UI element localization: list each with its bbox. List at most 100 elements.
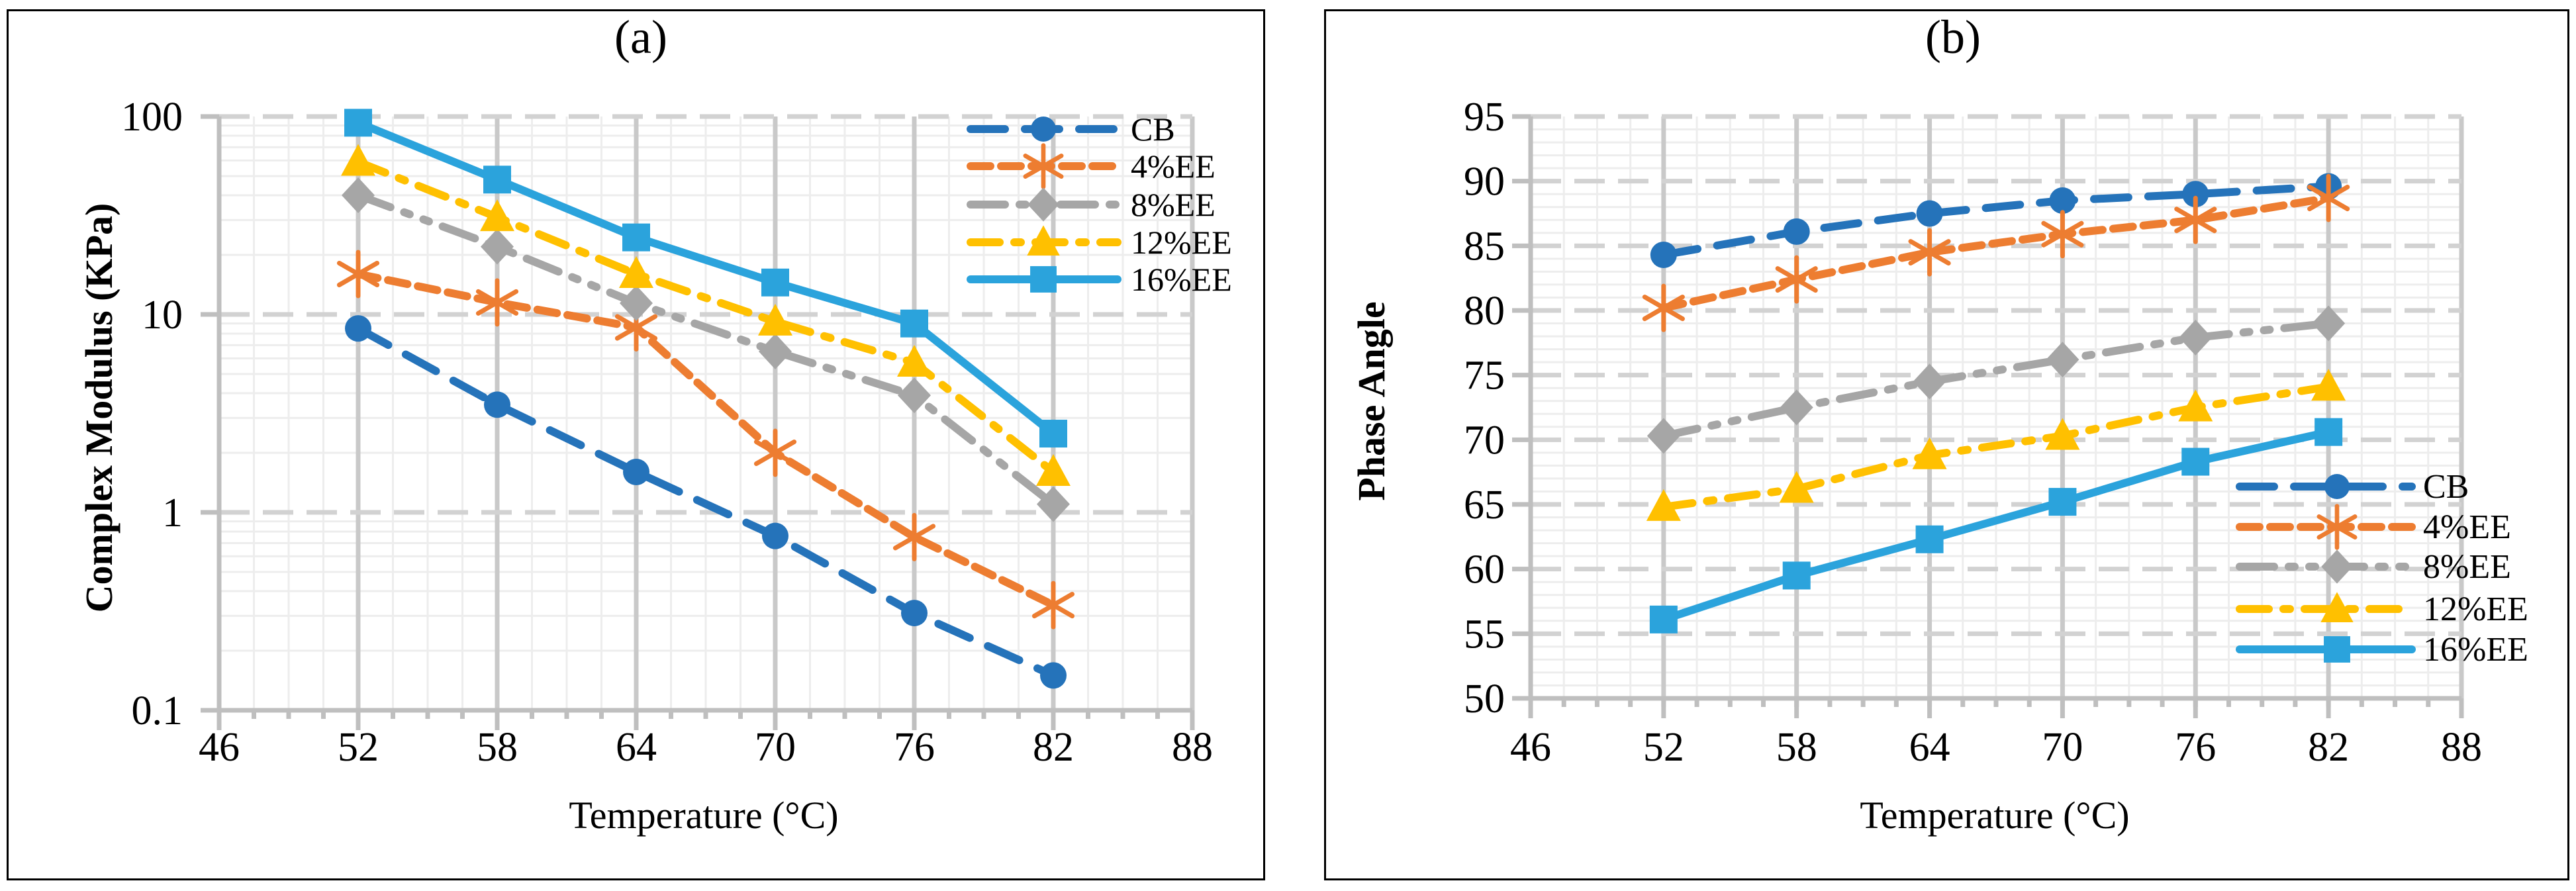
x-tick-labels: 46 52 58 64 70 76 82 88	[199, 725, 1213, 770]
circle-marker	[762, 522, 788, 549]
square-marker	[1039, 420, 1067, 448]
x-tick-label: 70	[755, 725, 796, 770]
x-tick-label: 52	[1643, 725, 1684, 770]
asterisk-marker	[2174, 195, 2217, 244]
diamond-marker	[2179, 320, 2213, 356]
square-marker	[2314, 418, 2343, 446]
series-8%EE	[342, 177, 1070, 522]
circle-marker	[2182, 181, 2209, 208]
series-16%EE	[1649, 418, 2343, 633]
series-4%EE	[336, 250, 1075, 630]
diamond-marker	[2046, 342, 2079, 378]
y-tick-label: 55	[1464, 612, 1505, 657]
legend-label: 8%EE	[1131, 186, 1216, 223]
y-tick-label: 75	[1464, 353, 1505, 399]
diamond-marker	[1027, 187, 1059, 222]
diamond-marker	[1913, 363, 1946, 400]
chart-a-title: (a)	[614, 11, 667, 64]
circle-marker	[345, 315, 371, 342]
x-tick-label: 82	[2308, 725, 2349, 770]
x-tick-label: 46	[199, 725, 240, 770]
y-tick-label: 90	[1464, 160, 1505, 205]
diamond-marker	[759, 333, 792, 369]
phase-angle-chart: 46 52 58 64 70 76 82 88 50 55 60 65 70 75 80 85 90 95 CB4%…	[1464, 95, 2528, 770]
circle-marker	[1916, 200, 1943, 227]
series-CB	[1650, 173, 2342, 269]
diamond-marker	[1646, 418, 1680, 454]
square-marker	[1030, 266, 1057, 293]
asterisk-marker	[475, 278, 519, 327]
chart-b-title: (b)	[1925, 11, 1981, 64]
diamond-marker	[620, 285, 653, 321]
legend-label: CB	[1131, 111, 1175, 148]
x-tick-label: 58	[1776, 725, 1817, 770]
legend-label: 12%EE	[1131, 224, 1232, 261]
asterisk-marker	[1775, 255, 1818, 304]
x-tick-label: 88	[1172, 725, 1213, 770]
legend-item-12%EE: 12%EE	[2236, 590, 2528, 628]
asterisk-marker	[1031, 581, 1075, 630]
y-tick-label: 50	[1464, 677, 1505, 722]
circle-marker	[1650, 242, 1677, 269]
triangle-marker	[2320, 592, 2354, 622]
square-marker	[2181, 447, 2210, 476]
legend-item-12%EE: 12%EE	[967, 224, 1232, 261]
asterisk-marker	[1908, 228, 1951, 277]
x-tick-label: 64	[1909, 725, 1950, 770]
y-tick-label: 65	[1464, 483, 1505, 528]
diamond-marker	[898, 377, 931, 414]
square-marker	[1915, 525, 1944, 553]
asterisk-marker	[2307, 173, 2350, 222]
y-tick-label: 60	[1464, 547, 1505, 592]
asterisk-marker	[753, 428, 797, 477]
chart-b-x-axis-title: Temperature (°C)	[1860, 794, 2130, 837]
chart-panel-a: 46 52 58 64 70 76 82 88 0.1 1 10 100 CB 4%EE 8%EE 12%EE…	[7, 9, 1265, 880]
square-marker	[1649, 605, 1678, 633]
triangle-marker	[1912, 437, 1947, 469]
x-tick-label: 70	[2042, 725, 2083, 770]
diamond-marker	[342, 177, 375, 213]
legend-label: 16%EE	[2423, 631, 2528, 669]
x-tick-label: 58	[477, 725, 518, 770]
x-tick-label: 76	[894, 725, 935, 770]
legend-item-8%EE: 8%EE	[2236, 548, 2511, 586]
axes	[1512, 114, 2464, 718]
series-8%EE	[1646, 305, 2346, 454]
diamond-marker	[2312, 305, 2346, 342]
chart-a-x-axis-title: Temperature (°C)	[569, 794, 839, 837]
asterisk-marker	[336, 250, 380, 299]
minor-gridlines	[1531, 117, 2461, 698]
asterisk-marker	[2041, 210, 2084, 259]
square-marker	[2324, 636, 2350, 663]
circle-marker	[2049, 187, 2076, 214]
circle-marker	[1040, 662, 1067, 689]
legend-label: 16%EE	[1131, 261, 1232, 298]
legend-item-16%EE: 16%EE	[967, 261, 1232, 298]
series-4%EE	[1642, 173, 2350, 332]
diamond-marker	[2321, 549, 2353, 584]
chart-b-y-axis-title: Phase Angle	[1350, 301, 1393, 501]
circle-marker	[2324, 474, 2350, 499]
triangle-marker	[619, 256, 653, 288]
triangle-marker	[2045, 418, 2080, 450]
legend-item-8%EE: 8%EE	[967, 186, 1216, 223]
legend-item-16%EE: 16%EE	[2236, 631, 2528, 669]
series-CB	[345, 315, 1067, 689]
chart-a-y-axis-title: Complex Modulus (KPa)	[77, 203, 120, 613]
x-tick-labels: 46 52 58 64 70 76 82 88	[1510, 725, 2482, 770]
legend-label: CB	[2423, 468, 2469, 506]
asterisk-marker	[1642, 283, 1685, 332]
triangle-marker	[758, 303, 792, 336]
y-tick-labels: 0.1 1 10 100	[121, 95, 183, 733]
x-tick-label: 52	[338, 725, 379, 770]
y-tick-label: 95	[1464, 95, 1505, 140]
triangle-marker	[1027, 225, 1060, 256]
diamond-marker	[1780, 389, 1813, 426]
chart-panel-b: 46 52 58 64 70 76 82 88 50 55 60 65 70 75 80 85 90 95 CB 4%…	[1324, 9, 2569, 880]
square-marker	[2048, 488, 2077, 516]
triangle-marker	[480, 199, 514, 232]
legend-item-CB: CB	[2236, 468, 2469, 506]
triangle-marker	[341, 144, 375, 176]
